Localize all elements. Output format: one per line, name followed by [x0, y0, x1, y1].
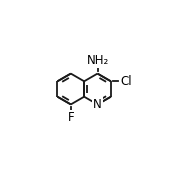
Text: F: F	[67, 111, 74, 124]
Text: Cl: Cl	[121, 75, 132, 88]
Text: NH₂: NH₂	[86, 54, 109, 67]
Text: N: N	[93, 98, 102, 111]
